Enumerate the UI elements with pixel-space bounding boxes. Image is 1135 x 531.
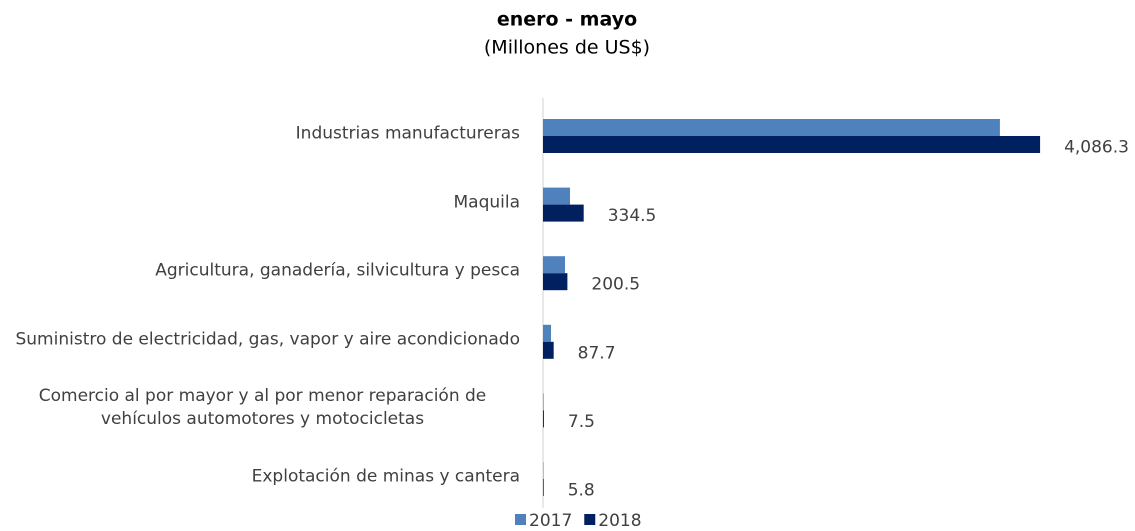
bar xyxy=(543,187,571,205)
bar xyxy=(543,410,544,428)
data-label: 200.5 xyxy=(591,275,640,295)
chart-title: enero - mayo xyxy=(497,9,637,31)
category-label: Agricultura, ganadería, silvicultura y p… xyxy=(155,260,520,281)
category-label: Explotación de minas y cantera xyxy=(251,466,520,487)
bar xyxy=(543,479,544,496)
data-label: 4,086.3 xyxy=(1064,138,1129,158)
legend-swatch xyxy=(584,514,596,525)
bar xyxy=(543,273,568,291)
bar xyxy=(543,341,554,359)
data-label: 334.5 xyxy=(608,206,657,226)
bar xyxy=(543,136,1041,153)
data-label: 87.7 xyxy=(578,343,616,363)
data-label: 5.8 xyxy=(568,481,595,501)
bar xyxy=(543,393,544,411)
bar xyxy=(543,256,566,274)
legend-swatch xyxy=(515,514,526,525)
legend-label: 2017 xyxy=(529,511,572,531)
bar xyxy=(543,204,584,222)
bar xyxy=(543,119,1000,136)
category-label: Industrias manufactureras xyxy=(295,123,520,144)
category-label: Comercio al por mayor y al por menor rep… xyxy=(38,386,487,430)
chart-subtitle: (Millones de US$) xyxy=(484,37,650,59)
category-label: Suministro de electricidad, gas, vapor y… xyxy=(15,329,520,350)
legend-label: 2018 xyxy=(598,511,641,531)
category-label: Maquila xyxy=(453,192,520,213)
bar xyxy=(543,324,552,342)
data-label: 7.5 xyxy=(568,412,595,432)
